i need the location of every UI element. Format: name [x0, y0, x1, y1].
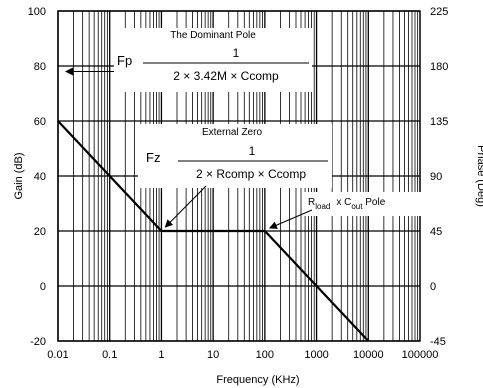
- dominant-pole-symbol: Fp: [117, 53, 132, 68]
- x-tick-label: 100000: [402, 349, 439, 361]
- y-right-tick-label: 45: [430, 226, 442, 238]
- dominant-pole-denominator: 2 × 3.42M × Ccomp: [173, 69, 279, 83]
- output-pole-suffix: Pole: [362, 197, 385, 208]
- output-pole-box: [302, 192, 440, 216]
- tick-labels: 0.01 0.1 1 10 100 1000 10000 100000100806040200…: [28, 6, 449, 361]
- y-right-tick-label: 180: [430, 61, 448, 73]
- y-right-tick-label: 225: [430, 6, 448, 18]
- output-pole-c-sub: out: [351, 202, 363, 211]
- gain-curve: [57, 120, 370, 342]
- y-axis-label-left: Gain (dB): [13, 152, 25, 199]
- output-pole-label: Rload x Cout Pole: [308, 197, 386, 211]
- y-axis-label-right: Phase (Deg): [475, 145, 483, 207]
- y-left-tick-label: -20: [30, 336, 46, 348]
- dominant-pole-box: [114, 28, 312, 92]
- x-axis-label: Frequency (KHz): [216, 374, 299, 386]
- external-zero-denominator: 2 × Rcomp × Ccomp: [196, 167, 306, 181]
- dominant-pole-numerator: 1: [233, 46, 240, 60]
- y-right-tick-label: 135: [430, 116, 448, 128]
- x-tick-label: 1: [158, 349, 164, 361]
- output-pole-times: x C: [336, 197, 351, 208]
- plot-frame: [57, 10, 421, 342]
- external-zero-box: [138, 124, 332, 188]
- gain-curve-line: [57, 120, 370, 342]
- x-tick-label: 100: [256, 349, 274, 361]
- x-tick-label: 10000: [353, 349, 384, 361]
- external-zero-title: External Zero: [202, 127, 262, 138]
- dominant-pole-title: The Dominant Pole: [170, 30, 256, 41]
- x-tick-label: 1000: [304, 349, 328, 361]
- x-tick-label: 10: [207, 349, 219, 361]
- y-right-tick-label: 0: [430, 281, 436, 293]
- output-pole-r-sub: load: [315, 202, 330, 211]
- y-left-tick-label: 0: [40, 281, 46, 293]
- external-zero-symbol: Fz: [146, 150, 160, 165]
- output-pole-r: R: [308, 197, 315, 208]
- external-zero-arrow: [164, 185, 207, 228]
- y-left-tick-label: 40: [34, 171, 46, 183]
- output-pole-arrow: [268, 209, 313, 229]
- y-right-tick-label: 90: [430, 171, 442, 183]
- x-tick-label: 0.1: [102, 349, 117, 361]
- external-zero-numerator: 1: [249, 144, 256, 158]
- y-right-tick-label: -45: [430, 336, 446, 348]
- y-left-tick-label: 100: [28, 6, 46, 18]
- x-tick-label: 0.01: [47, 349, 68, 361]
- y-left-tick-label: 60: [34, 116, 46, 128]
- y-left-tick-label: 80: [34, 61, 46, 73]
- y-left-tick-label: 20: [34, 226, 46, 238]
